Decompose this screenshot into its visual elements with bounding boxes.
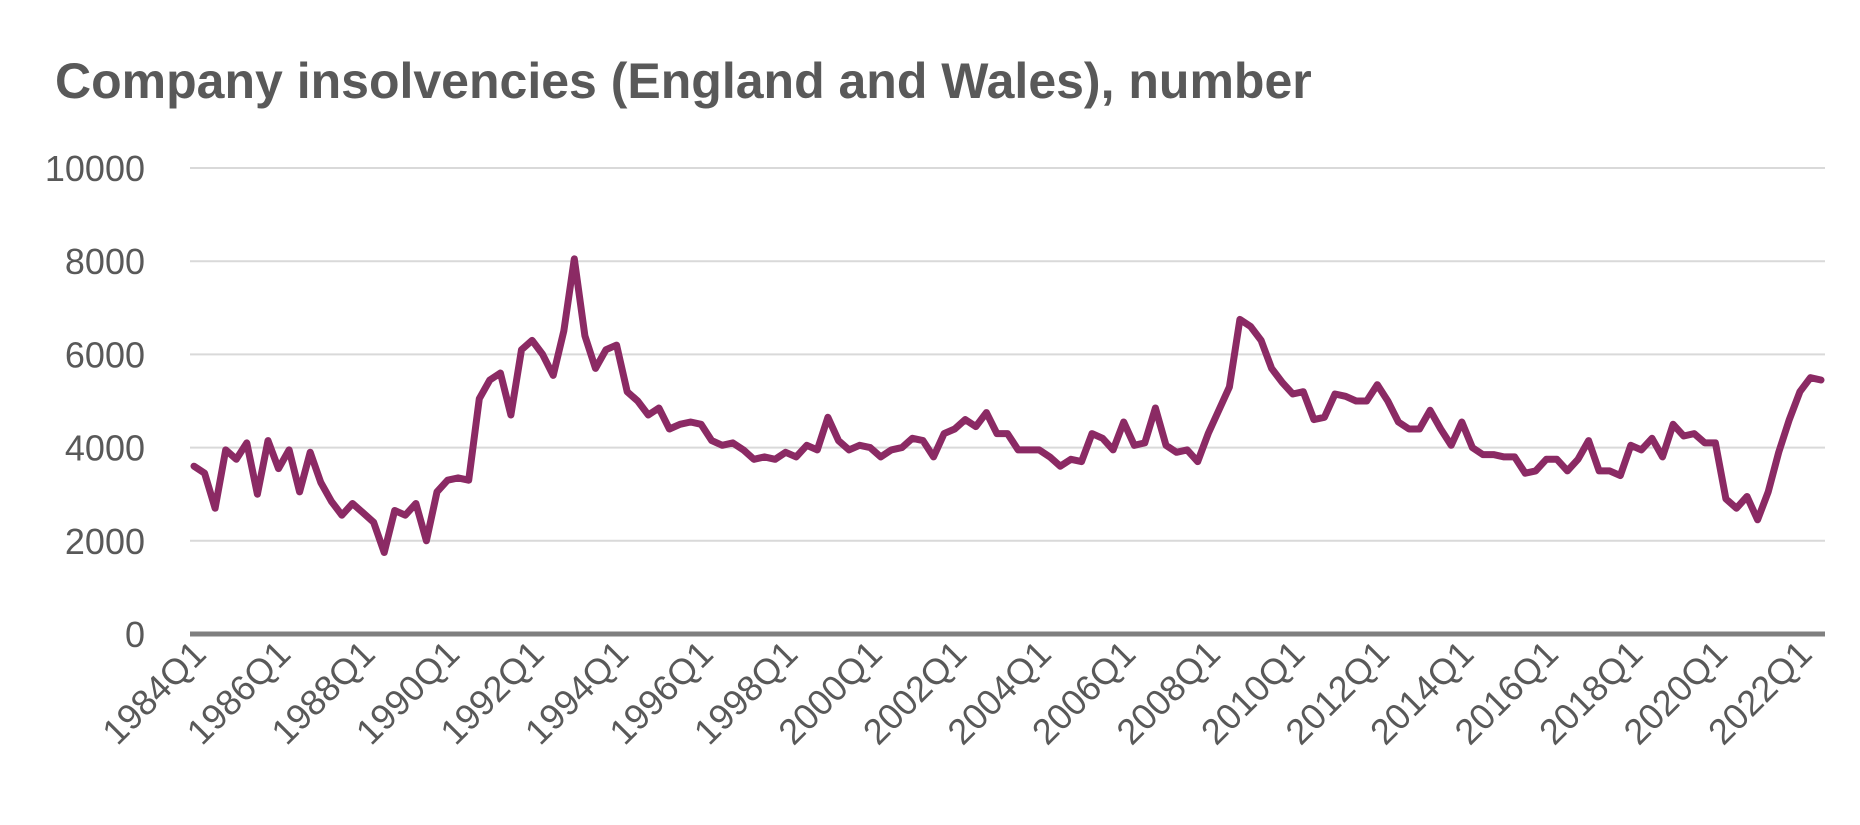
y-tick-label: 6000 [65,334,145,375]
y-axis-tick-labels: 0 2000 4000 6000 8000 10000 [45,148,145,655]
chart-title: Company insolvencies (England and Wales)… [55,53,1312,109]
y-tick-label: 8000 [65,241,145,282]
y-tick-label: 10000 [45,148,145,189]
y-tick-label: 2000 [65,521,145,562]
gridlines [190,167,1825,542]
series-line-0 [190,255,1825,556]
x-axis-tick-labels: 1984Q11986Q11988Q11990Q11992Q11994Q11996… [94,633,1819,753]
y-tick-label: 0 [125,614,145,655]
series-group [190,255,1825,556]
y-tick-label: 4000 [65,428,145,469]
